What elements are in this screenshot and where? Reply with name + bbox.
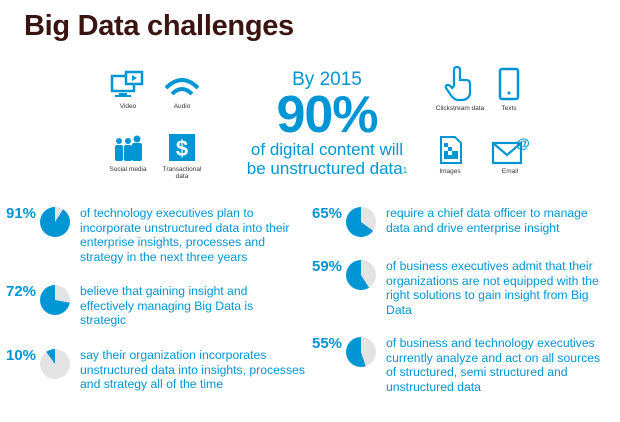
pie-chart-icon xyxy=(40,285,71,315)
footnote-marker: 1 xyxy=(402,166,408,175)
hero-line1: of digital content will xyxy=(250,140,404,159)
icon-label: Transactional data xyxy=(162,166,202,181)
pie-chart-icon xyxy=(346,337,377,367)
email-item: @ Email xyxy=(480,135,540,175)
icon-label: Audio xyxy=(173,103,191,110)
clickstream-icon xyxy=(444,66,472,102)
transactional-data-item: $ Transactional data xyxy=(152,133,212,181)
social-media-icon xyxy=(115,135,142,161)
audio-icon xyxy=(164,78,200,96)
video-item: Video xyxy=(98,70,158,110)
stat-item: 59% of business executives admit that th… xyxy=(312,259,602,317)
stat-item: 10% say their organization incorporates … xyxy=(6,348,306,392)
icon-label: Video xyxy=(119,103,137,110)
pie-chart-icon xyxy=(346,207,377,237)
stat-item: 65% require a chief data officer to mana… xyxy=(312,206,602,237)
pie-chart-icon xyxy=(40,207,71,237)
hero-year: By 2015 xyxy=(292,69,362,90)
email-icon: @ xyxy=(491,135,530,165)
pie-chart-icon xyxy=(346,260,377,290)
social-media-item: Social media xyxy=(98,133,158,173)
svg-text:@: @ xyxy=(516,135,530,151)
transactional-data-icon: $ xyxy=(169,134,195,161)
stat-percent: 91% xyxy=(6,205,37,222)
stat-percent: 65% xyxy=(312,205,343,222)
stat-percent: 10% xyxy=(6,347,37,364)
hero-stat: By 2015 90% of digital content will be u… xyxy=(232,69,422,179)
texts-item: Texts xyxy=(479,66,539,112)
page-title: Big Data challenges xyxy=(24,10,294,42)
texts-icon xyxy=(498,67,520,101)
stat-percent: 72% xyxy=(6,283,37,300)
icon-label: Email xyxy=(501,168,519,175)
stat-percent: 55% xyxy=(312,335,343,352)
icon-label: Clickstream data xyxy=(435,105,485,112)
svg-text:$: $ xyxy=(176,136,188,161)
pie-chart-icon xyxy=(40,349,71,379)
stat-text: believe that gaining insight and effecti… xyxy=(80,284,254,327)
icon-label: Images xyxy=(439,168,461,175)
stat-text: of business executives admit that their … xyxy=(386,259,599,317)
hero-line2: be unstructured data xyxy=(246,159,403,178)
clickstream-item: Clickstream data xyxy=(430,66,490,112)
stat-item: 91% of technology executives plan to inc… xyxy=(6,206,306,264)
stat-text: say their organization incorporates unst… xyxy=(80,348,305,391)
stat-text: of technology executives plan to incorpo… xyxy=(80,206,290,264)
stat-item: 72% believe that gaining insight and eff… xyxy=(6,284,266,328)
stat-text: require a chief data officer to manage d… xyxy=(386,206,588,235)
stat-item: 55% of business and technology executive… xyxy=(312,336,612,394)
video-icon xyxy=(110,70,144,97)
audio-item: Audio xyxy=(152,70,212,110)
stat-text: of business and technology executives cu… xyxy=(386,336,601,394)
stat-percent: 59% xyxy=(312,258,343,275)
images-icon xyxy=(440,136,462,164)
icon-label: Social media xyxy=(109,166,147,173)
images-item: Images xyxy=(420,135,480,175)
hero-value: 90% xyxy=(276,86,378,144)
icon-label: Texts xyxy=(501,105,517,112)
